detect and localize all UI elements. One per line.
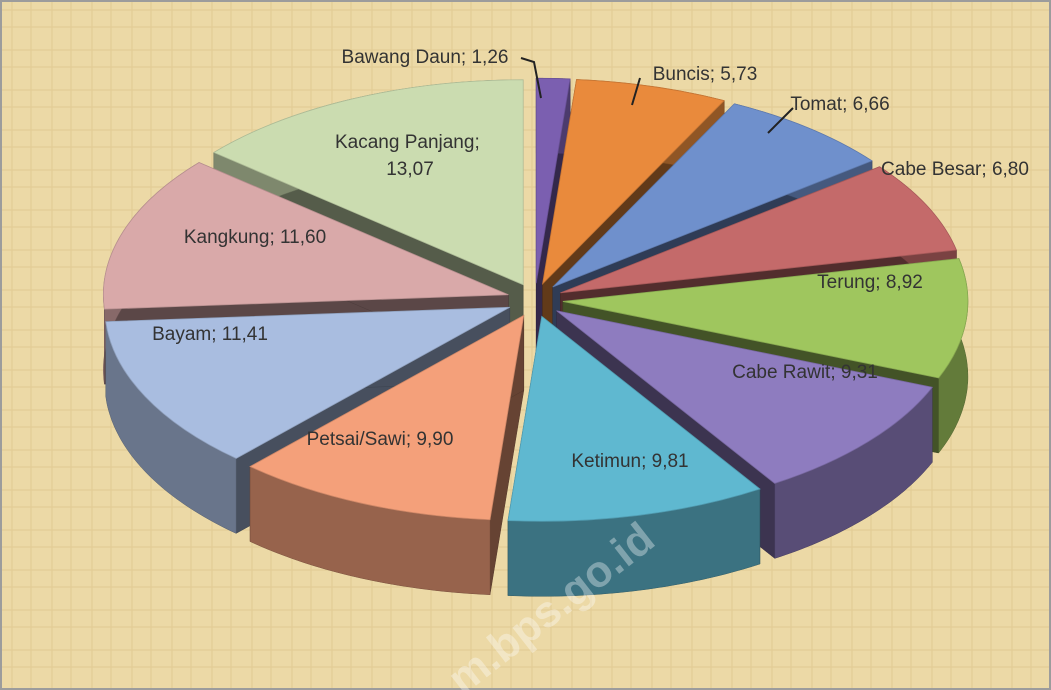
slice (562, 258, 969, 379)
data-label: Bawang Daun; 1,26 (342, 47, 509, 68)
label-value: 9,90 (416, 429, 453, 450)
data-label: Ketimun; 9,81 (571, 451, 688, 472)
slice (103, 162, 509, 310)
data-label: Tomat; 6,66 (790, 94, 889, 115)
label-value: 9,31 (841, 362, 878, 383)
slice (556, 310, 933, 484)
label-separator: ; (461, 47, 472, 68)
label-separator: ; (981, 159, 992, 180)
label-separator: ; (842, 94, 853, 115)
label-separator: ; (474, 132, 485, 153)
data-label: Cabe Rawit; 9,31 (732, 362, 878, 383)
label-value: 5,73 (720, 64, 757, 85)
data-label: Buncis; 5,73 (653, 64, 758, 85)
label-category: Petsai/Sawi (307, 429, 406, 450)
label-category: Terung (817, 272, 875, 293)
label-category: Tomat (790, 94, 842, 115)
leader-line (631, 77, 641, 106)
label-category: Kacang Panjang (335, 132, 474, 153)
slice (560, 166, 957, 294)
data-label: Kacang Panjang; 13,07 (335, 132, 485, 180)
slice (105, 306, 510, 459)
label-category: Cabe Besar (881, 159, 982, 180)
label-value: 11,41 (222, 324, 268, 345)
data-label: Cabe Besar; 6,80 (881, 159, 1029, 180)
slice (541, 79, 725, 286)
label-value: 9,81 (652, 451, 689, 472)
label-separator: ; (641, 451, 652, 472)
slice (212, 79, 524, 286)
slice (552, 103, 873, 288)
label-category: Bayam (152, 324, 211, 345)
label-value: 6,80 (992, 159, 1029, 180)
label-separator: ; (875, 272, 886, 293)
data-label: Bayam; 11,41 (152, 324, 268, 345)
label-category: Buncis (653, 64, 710, 85)
label-separator: ; (269, 227, 280, 248)
data-label: Kangkung; 11,60 (184, 227, 326, 248)
label-category: Bawang Daun (342, 47, 461, 68)
leader-line (767, 107, 794, 134)
label-value: 6,66 (853, 94, 890, 115)
leader-line (520, 57, 542, 99)
label-value: 13,07 (386, 159, 434, 180)
data-label: Terung; 8,92 (817, 272, 923, 293)
label-category: Ketimun (571, 451, 641, 472)
label-value: 11,60 (280, 227, 326, 248)
label-category: Cabe Rawit (732, 362, 831, 383)
label-value: 1,26 (471, 47, 508, 68)
label-category: Kangkung (184, 227, 270, 248)
label-value: 8,92 (886, 272, 923, 293)
label-separator: ; (406, 429, 417, 450)
label-separator: ; (830, 362, 841, 383)
pie (103, 77, 969, 597)
slice (507, 315, 761, 522)
label-separator: ; (710, 64, 721, 85)
labels: Bawang Daun; 1,26 Buncis; 5,73 Tomat; 6,66… (152, 47, 1029, 472)
slice (249, 314, 525, 521)
label-separator: ; (211, 324, 222, 345)
data-label: Petsai/Sawi; 9,90 (307, 429, 454, 450)
